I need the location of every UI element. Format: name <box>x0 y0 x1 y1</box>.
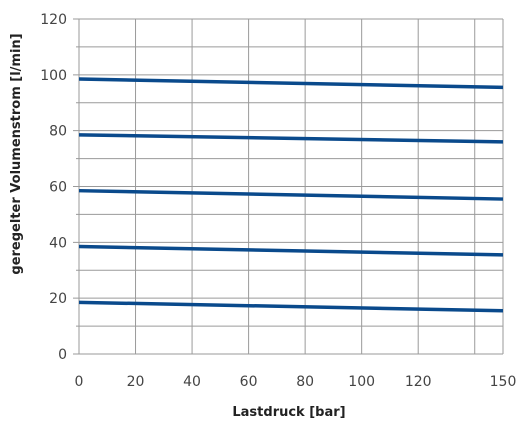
x-tick-label: 120 <box>405 374 432 390</box>
x-tick-label: 60 <box>240 374 258 390</box>
y-tick-labels: 0 20 40 60 80 100 120 <box>40 12 67 363</box>
series-lines <box>78 77 504 313</box>
x-axis-label: Lastdruck [bar] <box>232 405 345 420</box>
x-tick-label: 40 <box>183 374 201 390</box>
y-tick-label: 100 <box>40 68 67 84</box>
series-line-5 <box>78 77 504 90</box>
series-line-1 <box>78 300 504 313</box>
y-tick-label: 80 <box>49 124 67 140</box>
y-tick-label: 0 <box>58 347 67 363</box>
x-tick-labels: 0 20 40 60 80 100 120 150 <box>75 374 517 390</box>
series-line-2 <box>78 244 504 257</box>
x-tick-label: 100 <box>348 374 375 390</box>
x-tick-label: 80 <box>296 374 314 390</box>
series-line-3 <box>78 188 504 201</box>
series-line-4 <box>78 133 504 144</box>
x-tick-label: 150 <box>490 374 517 390</box>
y-tick-label: 20 <box>49 291 67 307</box>
y-tick-label: 40 <box>49 235 67 251</box>
y-axis-label: geregelter Volumenstrom [l/min] <box>9 33 24 274</box>
x-tick-label: 20 <box>127 374 145 390</box>
y-tick-label: 120 <box>40 12 67 28</box>
y-tick-label: 60 <box>49 180 67 196</box>
grid <box>73 18 504 355</box>
x-tick-label: 0 <box>75 374 84 390</box>
